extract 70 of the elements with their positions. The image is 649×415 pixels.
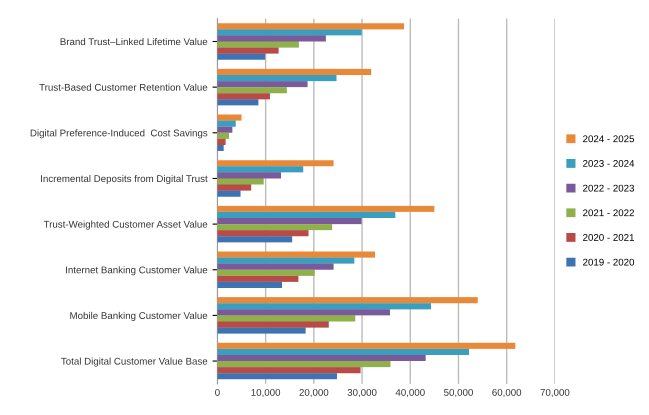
legend-label: 2022 - 2023 [583,184,634,192]
bar [217,114,242,121]
bar [217,166,304,172]
bar [217,29,362,36]
legend-label: 2023 - 2024 [583,160,634,167]
bar [217,99,258,106]
bar [217,68,372,75]
bar [217,328,306,334]
bar [217,361,390,368]
bar [217,276,298,282]
bar [217,348,470,355]
bar [217,54,266,60]
bar [217,309,390,316]
bar [217,212,396,218]
bar [217,172,282,178]
bar [217,81,308,88]
bar [217,48,279,54]
bar [217,342,516,349]
y-tick-label: Brand Trust–Linked Lifetime Value [60,38,208,46]
bar [217,126,232,133]
bar [217,35,326,42]
bar [217,282,282,288]
bar [217,184,252,191]
y-tick-label: Mobile Banking Customer Value [70,312,208,321]
y-tick-label: Internet Banking Customer Value [66,266,208,276]
y-tick-label: Total Digital Customer Value Base [61,358,208,367]
x-tick-label: 60,000 [492,388,522,398]
bar [217,373,337,380]
bar [217,303,431,310]
bar [217,138,226,145]
bar [217,321,329,328]
bar [217,132,229,139]
y-tick-label: Trust-Based Customer Retention Value [39,84,208,91]
x-tick-label: 0 [215,388,220,396]
bar [217,190,241,197]
bar [217,264,334,270]
legend-label: 2020 - 2021 [583,234,634,241]
bar [217,178,264,185]
x-tick-label: 10,000 [252,388,280,398]
x-tick-label: 40,000 [396,388,425,398]
bar [217,120,236,127]
y-tick-label: Digital Preference-Induced Cost Savings [30,129,208,138]
legend-label: 2024 - 2025 [583,135,634,142]
bar [217,258,354,264]
x-tick-label: 70,000 [540,388,570,398]
bar [217,297,478,304]
y-tick-label: Incremental Deposits from Digital Trust [41,174,208,184]
bar [217,93,270,100]
bar [217,251,376,258]
bar [217,206,434,212]
bar [217,236,292,242]
bar [217,270,315,276]
bar [217,74,336,82]
bar [217,218,362,224]
bar [217,160,334,166]
bar [217,230,309,236]
bar [217,87,287,94]
legend-label: 2021 - 2022 [583,209,634,216]
legend-label: 2019 - 2020 [583,258,634,266]
bar [217,42,299,48]
bar [217,224,332,230]
bar [217,354,426,362]
bar [217,144,224,152]
x-tick-label: 30,000 [348,388,377,398]
bar [217,23,404,30]
x-tick-label: 50,000 [444,388,473,398]
bar [217,367,361,374]
y-tick-label: Trust-Weighted Customer Asset Value [44,220,208,230]
bar [217,315,356,322]
x-tick-label: 20,000 [299,388,328,398]
